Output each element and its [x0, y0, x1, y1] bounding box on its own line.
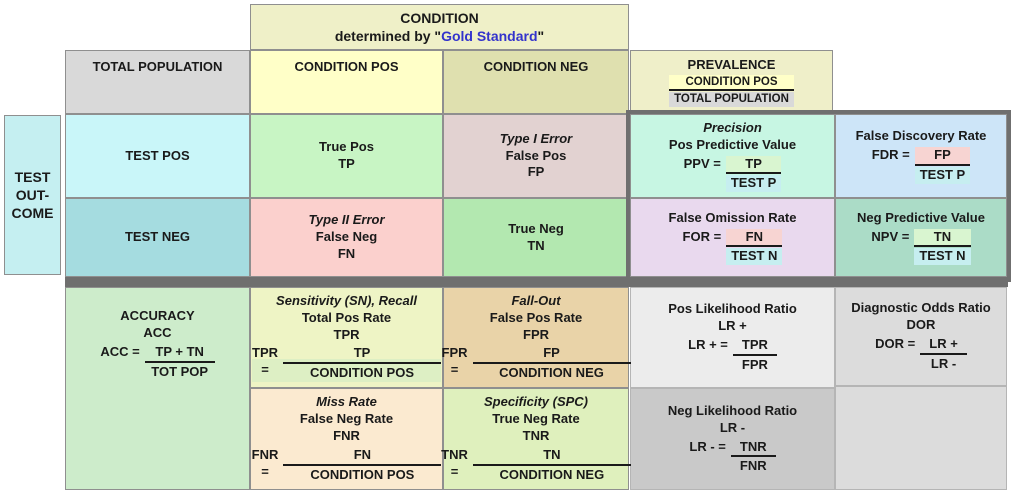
cell-ppv-precision: Precision Pos Predictive Value PPV = TP … — [630, 114, 835, 198]
cell-false-pos: Type I Error False Pos FP — [443, 114, 629, 198]
tpr-denominator-band — [252, 359, 441, 382]
cell-pos-likelihood-ratio: Pos Likelihood Ratio LR + LR + = TPR FPR — [630, 287, 835, 388]
prevalence-numerator: CONDITION POS — [669, 74, 794, 92]
cell-specificity: Specificity (SPC) True Neg Rate TNR TNR … — [441, 388, 631, 490]
header-test-pos: TEST POS — [65, 114, 250, 198]
cell-true-pos: True Pos TP — [250, 114, 443, 198]
cell-true-neg: True Neg TN — [443, 198, 629, 277]
gold-standard-link[interactable]: Gold Standard — [441, 28, 538, 44]
header-condition-neg: CONDITION NEG — [443, 50, 629, 114]
header-condition-pos: CONDITION POS — [250, 50, 443, 114]
cell-for: False Omission Rate FOR = FN TEST N — [630, 198, 835, 277]
prevalence-denominator: TOTAL POPULATION — [669, 92, 794, 108]
header-test-neg: TEST NEG — [65, 198, 250, 277]
header-prevalence: PREVALENCE CONDITION POS TOTAL POPULATIO… — [630, 50, 833, 114]
empty-bottom-right-cell — [835, 386, 1007, 490]
condition-title: CONDITION — [400, 9, 479, 26]
cell-neg-likelihood-ratio: Neg Likelihood Ratio LR - LR - = TNR FNR — [630, 388, 835, 490]
cell-accuracy: ACCURACY ACC ACC = TP + TN TOT POP — [65, 287, 250, 490]
determined-by-line: determined by "Gold Standard" — [334, 28, 545, 44]
cell-diagnostic-odds-ratio: Diagnostic Odds Ratio DOR DOR = LR + LR … — [835, 287, 1007, 386]
cell-miss-rate: Miss Rate False Neg Rate FNR FNR = FN CO… — [250, 388, 443, 490]
condition-header: CONDITION determined by "Gold Standard" — [250, 4, 629, 50]
horizontal-divider-bar — [65, 277, 1008, 287]
test-outcome-label: TEST OUT- COME — [4, 115, 61, 275]
cell-sensitivity: Sensitivity (SN), Recall Total Pos Rate … — [250, 287, 443, 388]
cell-false-neg: Type II Error False Neg FN — [250, 198, 443, 277]
header-total-population: TOTAL POPULATION — [65, 50, 250, 114]
cell-npv: Neg Predictive Value NPV = TN TEST N — [835, 198, 1007, 277]
cell-fdr: False Discovery Rate FDR = FP TEST P — [835, 114, 1007, 198]
cell-fall-out: Fall-Out False Pos Rate FPR FPR = FP CON… — [442, 287, 631, 388]
